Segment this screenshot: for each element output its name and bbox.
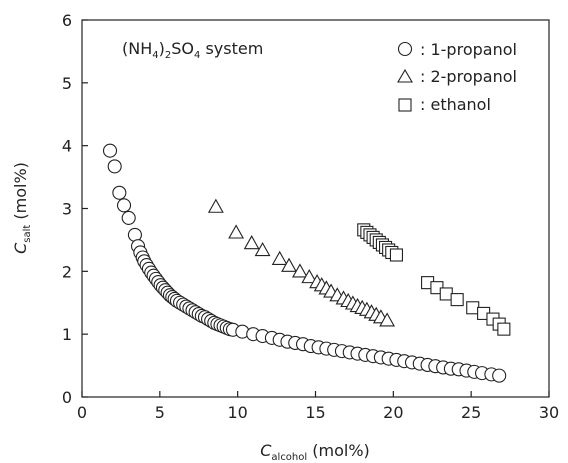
- data-point-2-propanol: [207, 198, 224, 213]
- data-point-1-propanol: [102, 143, 118, 158]
- data-point-ethanol: [450, 293, 464, 307]
- data-point-2-propanol: [243, 235, 260, 250]
- y-tick-label: 6: [62, 11, 72, 30]
- legend-label-1-propanol: : 1-propanol: [420, 40, 517, 59]
- data-point-ethanol: [389, 248, 403, 262]
- legend-marker-circle: [397, 41, 413, 57]
- data-point-1-propanol: [112, 185, 127, 200]
- y-tick-label: 3: [62, 200, 72, 219]
- x-tick-label: 30: [539, 403, 559, 422]
- data-point-2-propanol: [228, 224, 245, 239]
- data-point-2-propanol: [379, 312, 396, 327]
- x-tick-label: 10: [227, 403, 247, 422]
- x-tick-label: 25: [461, 403, 481, 422]
- data-point-ethanol: [439, 287, 453, 301]
- data-point-1-propanol: [116, 198, 132, 213]
- data-point-2-propanol: [254, 241, 271, 257]
- data-point-2-propanol: [291, 263, 308, 278]
- data-point-2-propanol: [301, 268, 318, 284]
- x-tick-label: 0: [77, 403, 87, 422]
- annotation-system: (NH4)2SO4 system: [122, 39, 263, 61]
- legend-label-ethanol: : ethanol: [420, 95, 491, 114]
- data-point-2-propanol: [271, 250, 288, 265]
- data-point-1-propanol: [121, 210, 136, 225]
- x-axis-title: Calcohol (mol%): [260, 441, 370, 463]
- x-tick-label: 5: [155, 403, 165, 422]
- y-tick-label: 0: [62, 388, 72, 407]
- x-tick-label: 15: [305, 403, 325, 422]
- data-point-2-propanol: [281, 257, 297, 272]
- y-tick-label: 5: [62, 74, 72, 93]
- data-point-1-propanol: [492, 368, 507, 383]
- data-point-ethanol: [466, 301, 480, 315]
- y-tick-label: 1: [62, 325, 72, 344]
- legend-marker-triangle: [397, 68, 413, 83]
- y-tick-label: 2: [62, 262, 72, 281]
- y-axis-title: Csalt (mol%): [11, 162, 33, 254]
- data-point-1-propanol: [107, 159, 122, 174]
- data-point-ethanol: [497, 322, 511, 336]
- data-points: [102, 143, 511, 383]
- y-tick-label: 4: [62, 137, 72, 156]
- x-tick-label: 20: [383, 403, 403, 422]
- legend-label-2-propanol: : 2-propanol: [420, 67, 517, 86]
- legend: : 1-propanol : 2-propanol : ethanol: [397, 40, 517, 114]
- legend-marker-square: [398, 98, 412, 112]
- axis-ticks: 0 5 10 15 20 25 30 0 1 2 3 4 5 6: [62, 11, 559, 422]
